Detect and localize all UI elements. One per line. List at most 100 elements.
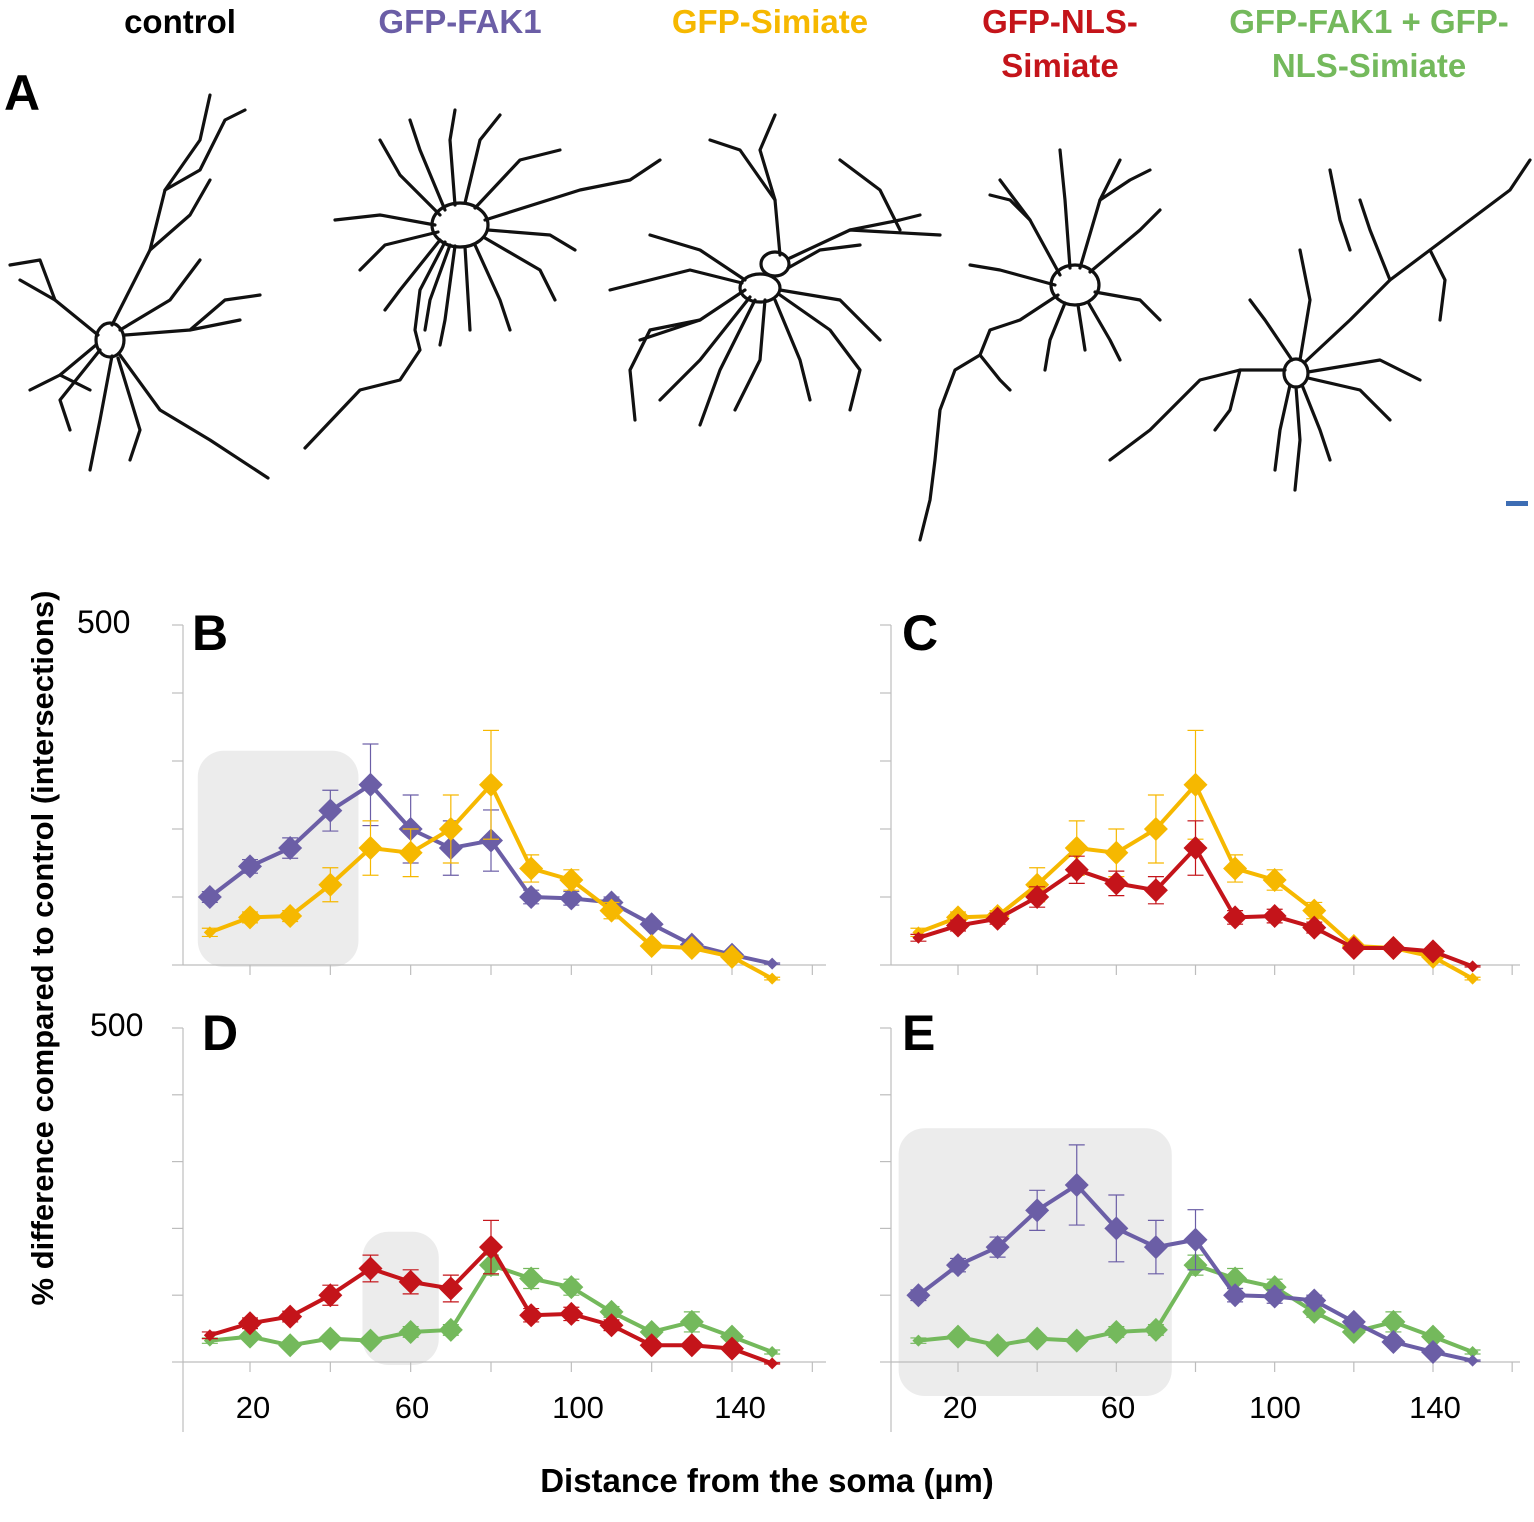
data-point-b-simiate-14 <box>766 972 779 985</box>
data-point-d-combo-12 <box>679 1309 704 1334</box>
x-tick-e-140: 140 <box>1409 1390 1461 1425</box>
data-point-d-combo-9 <box>559 1275 584 1300</box>
data-point-d-combo-5 <box>398 1319 423 1344</box>
data-point-c-nls-9 <box>1262 904 1287 929</box>
panel-label-c: C <box>902 605 939 661</box>
data-point-e-fak1-1 <box>946 1253 970 1278</box>
data-point-c-nls-1 <box>946 913 970 938</box>
data-point-d-nls-6 <box>438 1276 463 1301</box>
data-point-e-combo-12 <box>1381 1309 1406 1334</box>
data-point-e-fak1-3 <box>1025 1198 1050 1223</box>
data-point-e-fak1-10 <box>1302 1288 1327 1313</box>
neuron-combo <box>1108 158 1532 492</box>
panel-label-a: A <box>4 65 41 121</box>
data-point-b-simiate-6 <box>438 817 463 841</box>
neuron-fak1 <box>303 108 662 450</box>
data-point-e-fak1-4 <box>1064 1172 1089 1197</box>
neuron-control <box>8 93 270 480</box>
data-point-b-fak1-9 <box>559 886 584 911</box>
data-point-c-simiate-8 <box>1223 856 1248 881</box>
data-point-c-simiate-10 <box>1302 898 1327 923</box>
panel-label-b: B <box>192 605 229 661</box>
data-point-d-nls-1 <box>238 1311 262 1336</box>
data-point-e-fak1-0 <box>906 1283 931 1308</box>
data-point-c-nls-3 <box>1025 885 1050 909</box>
data-point-c-nls-5 <box>1104 871 1129 896</box>
data-point-b-simiate-7 <box>479 772 503 797</box>
data-point-d-nls-11 <box>639 1333 664 1358</box>
data-point-b-simiate-4 <box>358 836 383 861</box>
data-point-e-fak1-7 <box>1183 1227 1208 1252</box>
data-point-d-combo-2 <box>278 1333 303 1358</box>
data-point-c-simiate-5 <box>1104 840 1129 865</box>
data-point-d-nls-13 <box>720 1336 744 1361</box>
x-tick-d-140: 140 <box>714 1390 766 1425</box>
data-point-e-combo-3 <box>1025 1326 1050 1351</box>
data-point-e-combo-0 <box>912 1334 925 1347</box>
y-axis-label: % difference compared to control (inters… <box>25 590 60 1306</box>
label-combo: GFP-FAK1 + GFP- NLS-Simiate <box>1210 0 1528 88</box>
data-point-b-fak1-3 <box>318 798 343 823</box>
x-tick-d-100: 100 <box>552 1390 604 1425</box>
data-point-d-nls-12 <box>679 1333 704 1358</box>
label-gfp-nls-simiate-line2: Simiate <box>1001 47 1119 84</box>
data-point-d-combo-8 <box>519 1266 544 1291</box>
data-point-b-simiate-11 <box>639 933 664 958</box>
data-point-d-combo-14 <box>766 1345 779 1358</box>
highlight-box-b <box>197 750 359 967</box>
data-point-d-combo-3 <box>318 1326 343 1351</box>
data-point-e-combo-2 <box>985 1333 1010 1358</box>
data-point-b-fak1-7 <box>479 828 503 853</box>
data-point-c-simiate-9 <box>1262 868 1287 892</box>
data-point-b-fak1-8 <box>519 885 544 909</box>
data-point-e-fak1-8 <box>1223 1283 1248 1308</box>
data-point-d-nls-10 <box>599 1313 624 1338</box>
data-point-e-fak1-6 <box>1143 1235 1168 1260</box>
data-point-d-combo-13 <box>720 1324 744 1349</box>
data-point-c-nls-0 <box>912 931 925 944</box>
x-tick-e-100: 100 <box>1249 1390 1301 1425</box>
data-point-e-combo-6 <box>1143 1317 1168 1342</box>
data-point-b-simiate-13 <box>720 944 744 969</box>
data-point-c-nls-2 <box>985 906 1010 931</box>
data-point-c-simiate-7 <box>1183 772 1208 797</box>
data-point-e-combo-14 <box>1466 1345 1479 1358</box>
data-point-b-fak1-0 <box>197 885 222 909</box>
data-point-c-nls-13 <box>1421 939 1445 964</box>
data-point-d-combo-1 <box>238 1324 262 1349</box>
data-point-c-nls-14 <box>1466 960 1479 973</box>
data-point-c-nls-6 <box>1143 878 1168 903</box>
data-point-b-fak1-11 <box>639 912 664 937</box>
data-point-d-combo-6 <box>438 1317 463 1342</box>
data-point-d-combo-4 <box>358 1328 383 1353</box>
neuron-nls-simiate <box>918 148 1162 542</box>
data-point-e-combo-13 <box>1421 1324 1445 1349</box>
panel-label-d: D <box>202 1005 239 1061</box>
data-point-d-nls-14 <box>766 1357 779 1370</box>
data-point-e-combo-4 <box>1064 1328 1089 1353</box>
data-point-e-fak1-14 <box>1466 1354 1479 1367</box>
data-point-b-simiate-0 <box>203 926 216 939</box>
data-point-d-nls-7 <box>479 1235 503 1260</box>
data-point-b-fak1-14 <box>766 957 779 970</box>
data-point-d-nls-0 <box>203 1329 216 1342</box>
data-point-b-simiate-5 <box>398 840 423 865</box>
data-point-c-nls-12 <box>1381 936 1406 960</box>
data-point-b-fak1-2 <box>278 836 303 861</box>
data-point-b-simiate-10 <box>599 898 624 923</box>
data-point-e-fak1-13 <box>1421 1339 1445 1364</box>
data-point-c-simiate-6 <box>1143 817 1168 841</box>
label-gfp-nls-simiate-line1: GFP-NLS- <box>982 3 1138 40</box>
data-point-d-nls-8 <box>519 1303 544 1328</box>
x-axis-label: Distance from the soma (µm) <box>540 1462 994 1499</box>
data-point-c-nls-8 <box>1223 905 1248 930</box>
data-point-c-nls-11 <box>1341 936 1366 960</box>
data-point-b-simiate-12 <box>679 936 704 960</box>
neuron-tracings <box>8 93 1532 542</box>
data-point-b-simiate-1 <box>238 905 262 930</box>
data-point-d-combo-11 <box>639 1319 664 1344</box>
data-point-d-nls-3 <box>318 1283 343 1308</box>
data-point-d-nls-5 <box>398 1269 423 1294</box>
x-tick-d-20: 20 <box>235 1390 271 1425</box>
